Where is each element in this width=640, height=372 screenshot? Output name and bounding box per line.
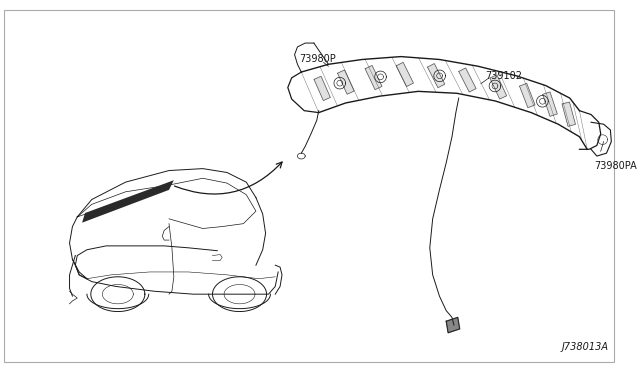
Polygon shape [543, 92, 557, 116]
Polygon shape [520, 83, 535, 108]
Text: 73980PA: 73980PA [594, 161, 637, 171]
Polygon shape [365, 65, 382, 90]
Text: 73980P: 73980P [300, 54, 336, 64]
Polygon shape [82, 180, 174, 223]
Polygon shape [428, 64, 445, 88]
Polygon shape [446, 317, 460, 333]
Polygon shape [562, 102, 575, 126]
Text: 739102: 739102 [485, 71, 522, 81]
Polygon shape [337, 70, 354, 94]
Text: J738013A: J738013A [561, 342, 609, 352]
Polygon shape [490, 75, 507, 99]
Polygon shape [314, 76, 330, 100]
Polygon shape [459, 68, 476, 92]
Polygon shape [396, 62, 413, 87]
